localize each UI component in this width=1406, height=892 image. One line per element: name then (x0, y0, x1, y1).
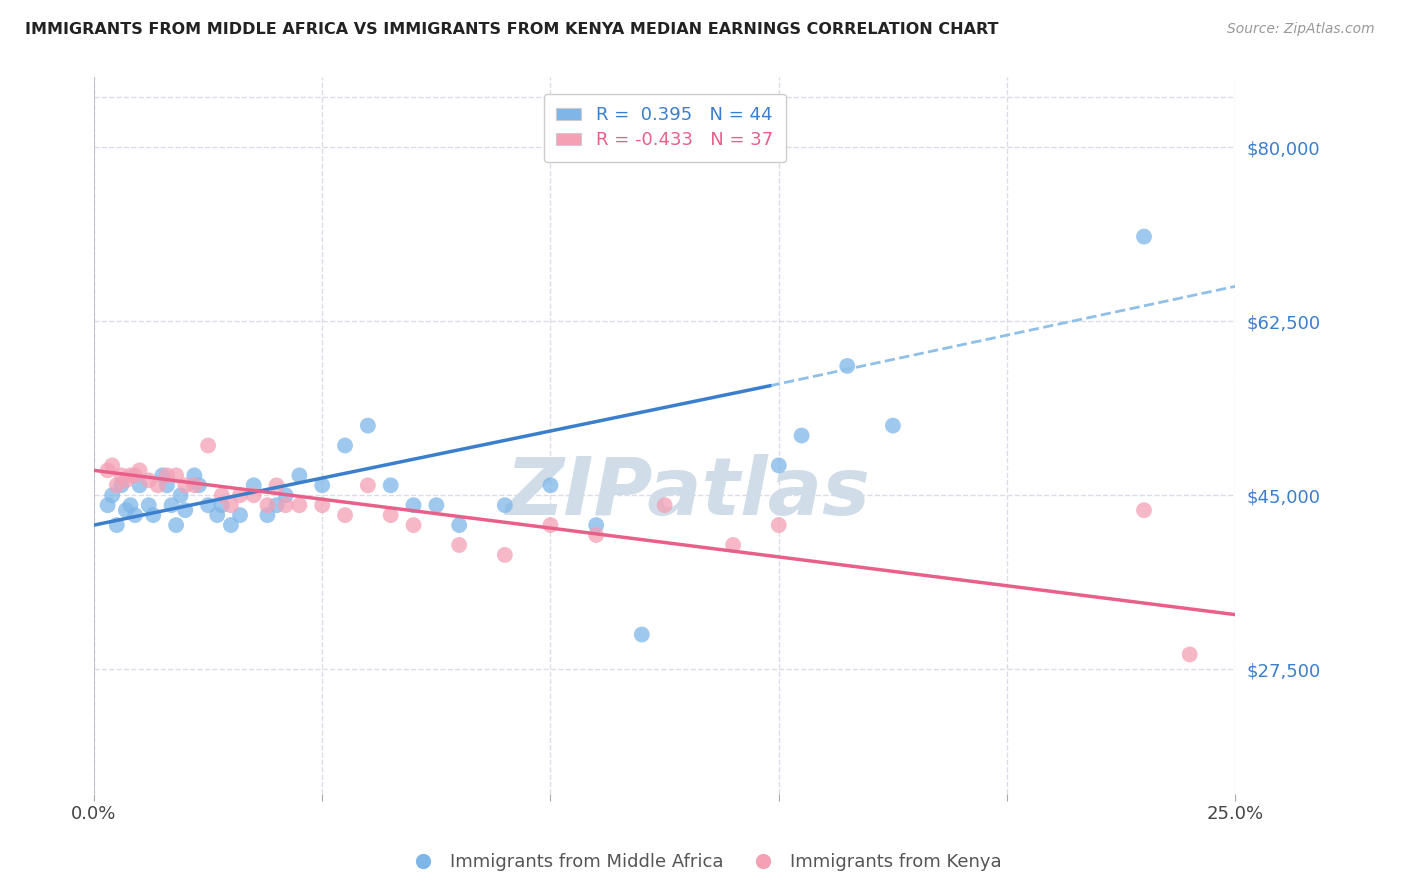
Point (402, 518, 425, 533)
Point (110, 478, 132, 492)
Point (97, 463, 120, 477)
Point (197, 438, 219, 452)
Point (165, 518, 187, 533)
Point (333, 508, 356, 523)
Point (1178, 648, 1201, 662)
Point (105, 478, 128, 492)
Point (882, 418, 904, 433)
Point (205, 508, 228, 523)
Point (101, 458, 124, 473)
Point (156, 478, 179, 492)
Point (187, 478, 209, 492)
Point (311, 478, 333, 492)
Point (124, 508, 146, 523)
Point (146, 478, 169, 492)
Text: IMMIGRANTS FROM MIDDLE AFRICA VS IMMIGRANTS FROM KENYA MEDIAN EARNINGS CORRELATI: IMMIGRANTS FROM MIDDLE AFRICA VS IMMIGRA… (25, 22, 998, 37)
Point (120, 468, 142, 483)
Point (768, 518, 790, 533)
Point (115, 503, 138, 517)
Point (494, 498, 516, 512)
Point (183, 478, 205, 492)
Point (170, 488, 193, 502)
Point (311, 498, 333, 512)
Point (110, 468, 132, 483)
Point (449, 518, 471, 533)
Point (721, 538, 744, 552)
Point (333, 438, 356, 452)
Point (357, 418, 380, 433)
Point (266, 498, 288, 512)
Point (138, 473, 160, 487)
Point (837, 359, 859, 373)
Point (1133, 503, 1156, 517)
Point (142, 508, 165, 523)
Point (101, 488, 124, 502)
Point (152, 468, 174, 483)
Point (138, 498, 160, 512)
Point (97, 498, 120, 512)
Point (128, 478, 150, 492)
Point (211, 488, 233, 502)
Point (105, 518, 128, 533)
Point (174, 478, 197, 492)
Legend: R =  0.395   N = 44, R = -0.433   N = 37: R = 0.395 N = 44, R = -0.433 N = 37 (544, 94, 786, 162)
Point (1133, 229, 1156, 244)
Text: Source: ZipAtlas.com: Source: ZipAtlas.com (1227, 22, 1375, 37)
Point (211, 498, 233, 512)
Point (242, 478, 264, 492)
Legend: Immigrants from Middle Africa, Immigrants from Kenya: Immigrants from Middle Africa, Immigrant… (398, 847, 1008, 879)
Point (160, 498, 183, 512)
Point (357, 478, 380, 492)
Point (630, 627, 652, 641)
Point (768, 458, 790, 473)
Point (425, 498, 447, 512)
Point (380, 478, 402, 492)
Point (229, 488, 252, 502)
Point (165, 468, 187, 483)
Point (256, 498, 278, 512)
Point (274, 488, 297, 502)
Point (540, 518, 562, 533)
Point (494, 548, 516, 562)
Point (115, 473, 138, 487)
Point (174, 503, 197, 517)
Point (585, 518, 607, 533)
Point (402, 498, 425, 512)
Point (654, 498, 676, 512)
Point (540, 478, 562, 492)
Point (183, 468, 205, 483)
Point (256, 508, 278, 523)
Point (124, 468, 146, 483)
Point (219, 498, 242, 512)
Text: ZIPatlas: ZIPatlas (505, 454, 870, 532)
Point (449, 538, 471, 552)
Point (128, 463, 150, 477)
Point (229, 508, 252, 523)
Point (288, 498, 311, 512)
Point (266, 478, 288, 492)
Point (242, 488, 264, 502)
Point (219, 518, 242, 533)
Point (288, 468, 311, 483)
Point (585, 528, 607, 542)
Point (380, 508, 402, 523)
Point (790, 428, 813, 442)
Point (120, 498, 142, 512)
Point (197, 498, 219, 512)
Point (274, 498, 297, 512)
Point (156, 468, 179, 483)
